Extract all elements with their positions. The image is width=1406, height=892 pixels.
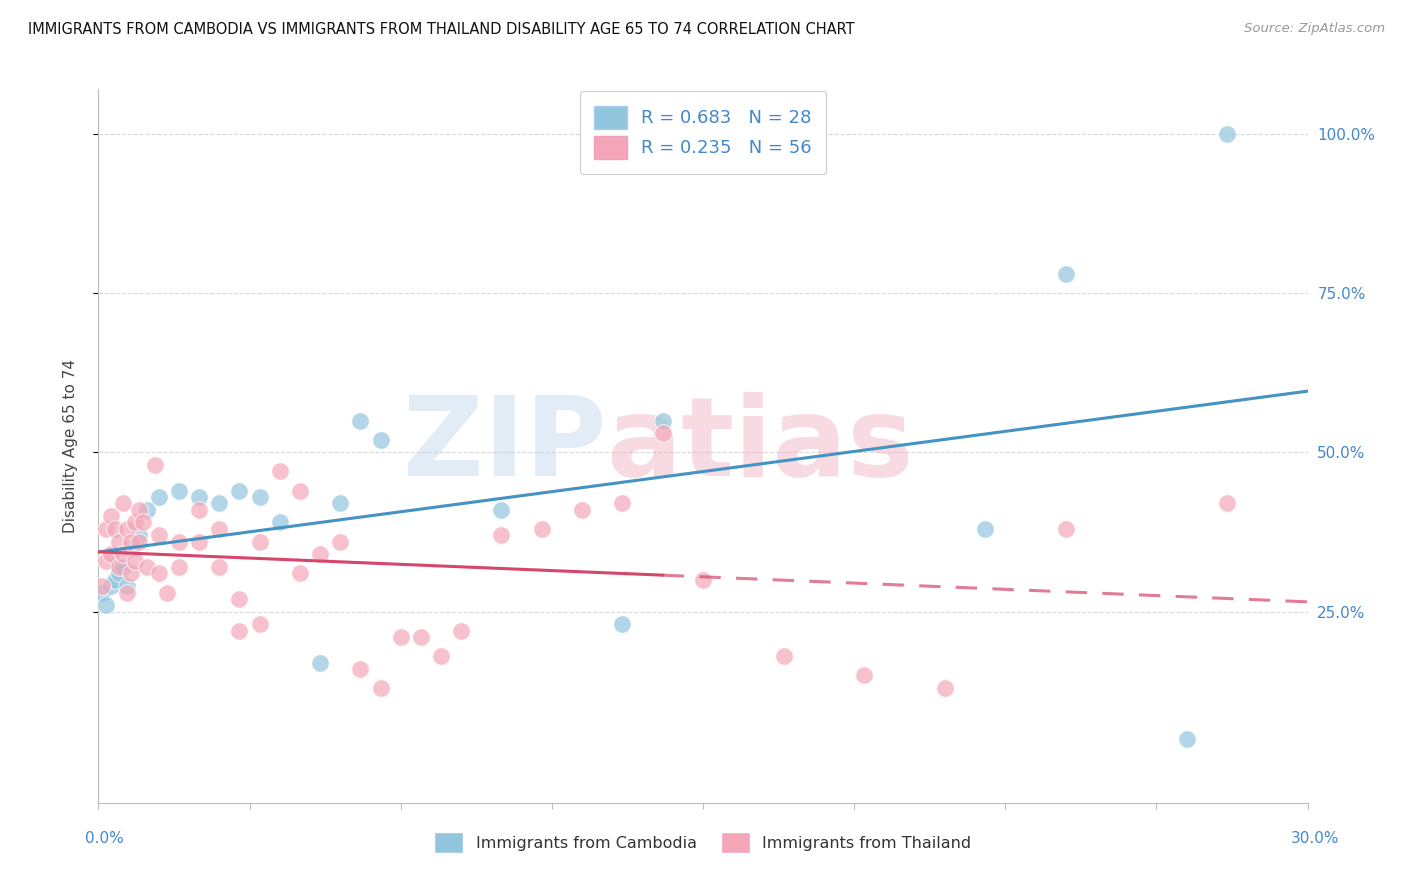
Point: [430, 649, 453, 664]
Point: [188, 502, 211, 516]
Point: [132, 516, 155, 530]
Point: [692, 573, 714, 587]
Point: [349, 413, 371, 427]
Point: [167, 560, 190, 574]
Point: [100, 509, 122, 524]
Point: [491, 502, 513, 516]
Point: [115, 522, 138, 536]
Point: [96, 522, 118, 536]
Point: [100, 579, 122, 593]
Point: [128, 534, 150, 549]
Point: [249, 534, 271, 549]
Y-axis label: Disability Age 65 to 74: Disability Age 65 to 74: [63, 359, 77, 533]
Point: [1175, 732, 1198, 747]
Point: [269, 516, 291, 530]
Point: [115, 579, 138, 593]
Point: [111, 560, 134, 574]
Point: [530, 522, 553, 536]
Point: [409, 630, 432, 644]
Text: 0.0%: 0.0%: [84, 831, 124, 846]
Point: [1216, 127, 1239, 141]
Point: [208, 496, 231, 510]
Point: [1054, 522, 1077, 536]
Legend: Immigrants from Cambodia, Immigrants from Thailand: Immigrants from Cambodia, Immigrants fro…: [427, 826, 979, 859]
Point: [309, 547, 332, 561]
Point: [135, 560, 157, 574]
Point: [120, 534, 142, 549]
Point: [228, 591, 250, 606]
Point: [329, 496, 352, 510]
Point: [96, 599, 118, 613]
Point: [309, 656, 332, 670]
Text: ZIP: ZIP: [404, 392, 606, 500]
Point: [208, 522, 231, 536]
Point: [100, 547, 122, 561]
Point: [612, 496, 634, 510]
Point: [249, 617, 271, 632]
Point: [167, 483, 190, 498]
Point: [208, 560, 231, 574]
Point: [269, 465, 291, 479]
Text: atias: atias: [606, 392, 914, 500]
Point: [135, 502, 157, 516]
Point: [651, 426, 673, 441]
Point: [124, 554, 146, 568]
Point: [1216, 496, 1239, 510]
Point: [91, 579, 114, 593]
Point: [148, 528, 170, 542]
Point: [107, 560, 129, 574]
Point: [120, 566, 142, 581]
Point: [389, 630, 412, 644]
Point: [974, 522, 997, 536]
Point: [491, 528, 513, 542]
Point: [156, 585, 179, 599]
Point: [103, 573, 125, 587]
Point: [188, 490, 211, 504]
Point: [111, 496, 134, 510]
Point: [128, 502, 150, 516]
Point: [370, 433, 392, 447]
Point: [107, 534, 129, 549]
Point: [450, 624, 472, 638]
Point: [349, 662, 371, 676]
Point: [228, 483, 250, 498]
Text: IMMIGRANTS FROM CAMBODIA VS IMMIGRANTS FROM THAILAND DISABILITY AGE 65 TO 74 COR: IMMIGRANTS FROM CAMBODIA VS IMMIGRANTS F…: [28, 22, 855, 37]
Point: [571, 502, 593, 516]
Point: [143, 458, 166, 472]
Point: [107, 566, 129, 581]
Point: [772, 649, 794, 664]
Point: [651, 413, 673, 427]
Point: [853, 668, 876, 682]
Text: 30.0%: 30.0%: [1291, 831, 1339, 846]
Point: [167, 534, 190, 549]
Point: [1054, 267, 1077, 281]
Point: [288, 566, 311, 581]
Point: [124, 516, 146, 530]
Point: [148, 566, 170, 581]
Point: [128, 528, 150, 542]
Point: [228, 624, 250, 638]
Point: [115, 585, 138, 599]
Point: [249, 490, 271, 504]
Point: [188, 534, 211, 549]
Point: [96, 554, 118, 568]
Point: [934, 681, 956, 695]
Point: [148, 490, 170, 504]
Point: [370, 681, 392, 695]
Point: [612, 617, 634, 632]
Point: [329, 534, 352, 549]
Point: [120, 541, 142, 555]
Point: [111, 547, 134, 561]
Point: [103, 522, 125, 536]
Point: [91, 585, 114, 599]
Text: Source: ZipAtlas.com: Source: ZipAtlas.com: [1244, 22, 1385, 36]
Point: [288, 483, 311, 498]
